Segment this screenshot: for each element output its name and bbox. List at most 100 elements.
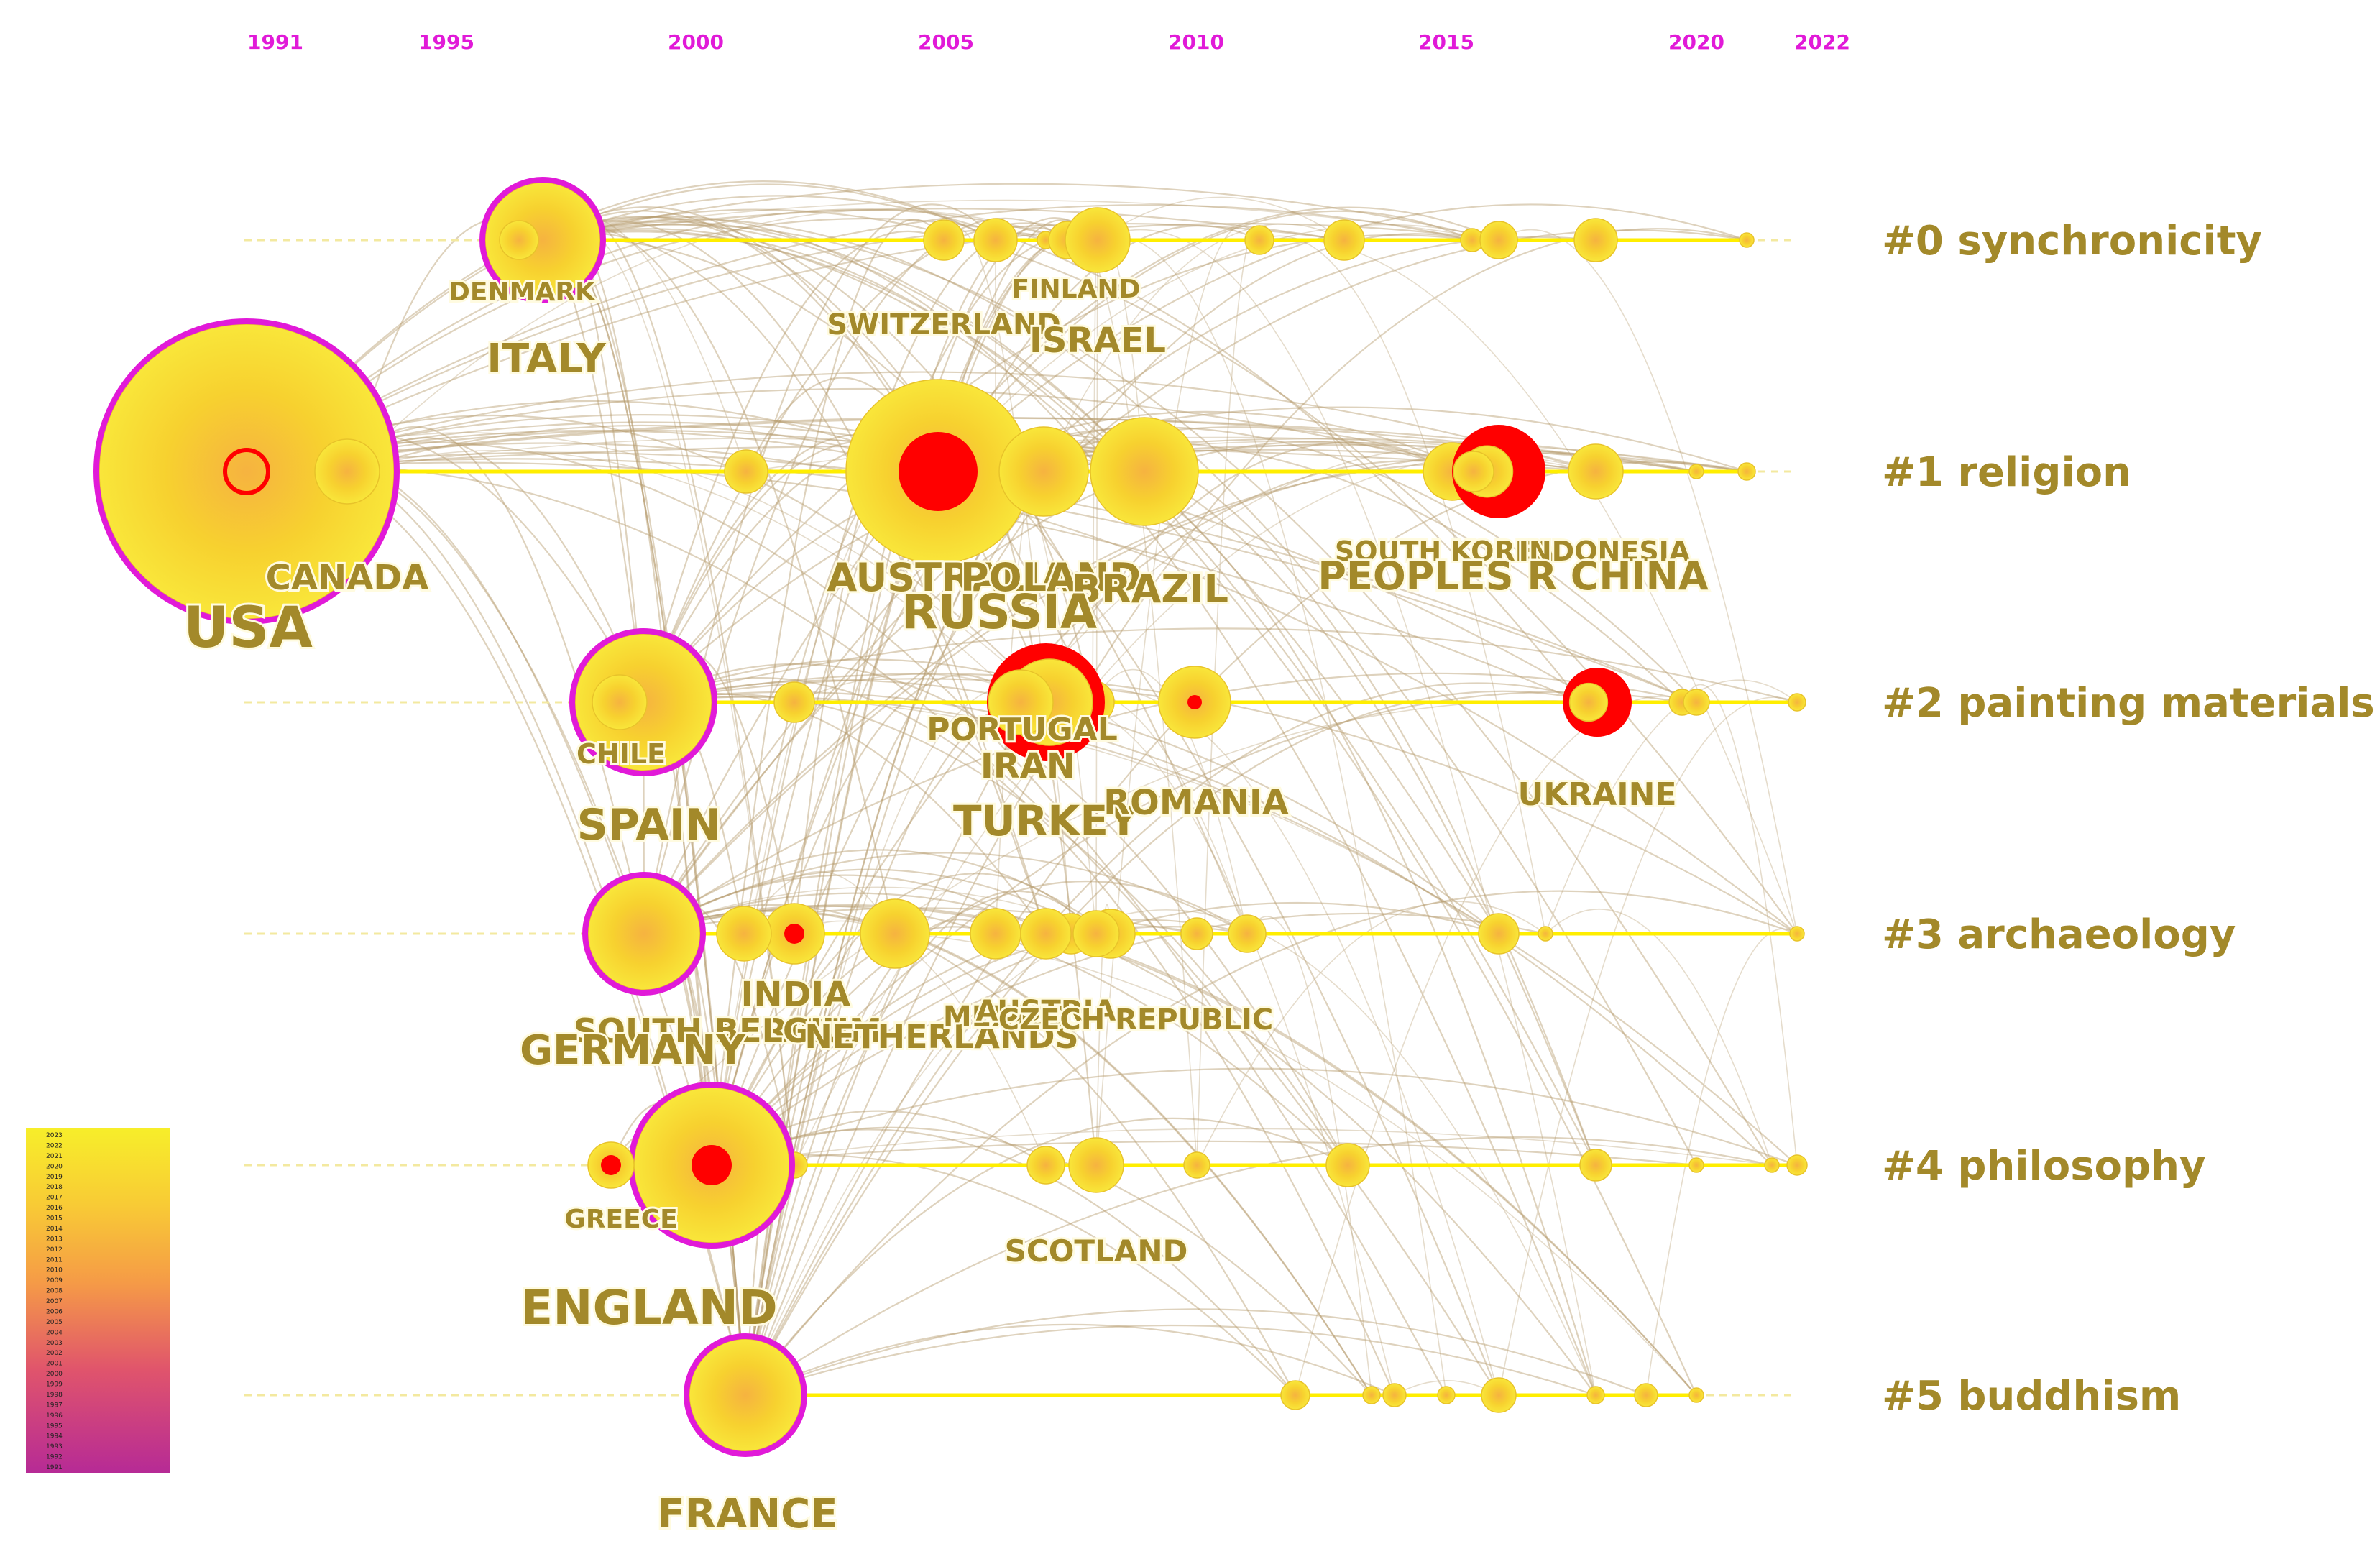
link-199 [1246, 916, 1372, 1396]
node-brazil[interactable] [1090, 417, 1199, 526]
node-czech-republic[interactable] [1228, 914, 1267, 953]
node-austria[interactable] [1072, 910, 1120, 957]
node-chile[interactable] [592, 674, 648, 730]
burst-core-usa [223, 448, 270, 495]
node-minor-4[interactable] [1573, 218, 1618, 262]
node-minor-11[interactable] [1737, 462, 1756, 481]
node-minor-32[interactable] [1280, 1380, 1310, 1410]
node-minor-35[interactable] [1437, 1386, 1456, 1404]
link-109 [711, 1128, 1296, 1396]
link-53 [643, 627, 1798, 704]
node-germany[interactable] [587, 877, 701, 990]
link-138 [744, 919, 996, 1396]
node-switzerland[interactable] [923, 219, 965, 261]
node-minor-21[interactable] [1538, 926, 1553, 942]
node-minor-20[interactable] [1478, 913, 1520, 955]
cluster-labels: #0 synchronicity #1 religion #2 painting m… [1882, 218, 2375, 1420]
country-label-greece: GREECE [564, 1205, 677, 1234]
node-belgium[interactable] [860, 898, 930, 969]
node-france[interactable] [689, 1338, 802, 1452]
burst-core-india [784, 924, 804, 944]
link-86 [643, 849, 1111, 934]
link-78 [643, 868, 1097, 934]
link-38 [542, 218, 1697, 1166]
link-210 [1545, 908, 1773, 1166]
legend-tick-2017: 2017 [46, 1195, 63, 1202]
node-mexico[interactable] [1020, 908, 1072, 960]
link-16 [246, 371, 1596, 473]
link-230 [1196, 901, 1546, 1166]
node-minor-19[interactable] [1180, 917, 1213, 950]
node-minor-31[interactable] [1786, 1154, 1808, 1176]
node-minor-36[interactable] [1481, 1377, 1517, 1413]
node-minor-27[interactable] [1325, 1143, 1370, 1187]
node-minor-29[interactable] [1688, 1157, 1704, 1173]
legend-tick-2020: 2020 [46, 1163, 63, 1170]
link-71 [643, 677, 1396, 1396]
link-200 [711, 1128, 1773, 1166]
link-192 [610, 700, 1598, 1166]
legend-tick-2014: 2014 [46, 1226, 63, 1233]
node-minor-22[interactable] [1789, 926, 1805, 942]
link-152 [745, 1308, 1647, 1397]
legend-tick-2007: 2007 [46, 1298, 63, 1305]
country-label-indonesia: INDONESIA [1519, 535, 1691, 567]
country-label-canada: CANADA [266, 558, 429, 598]
link-43 [542, 231, 1499, 934]
node-minor-17[interactable] [1788, 693, 1806, 712]
node-inner-ukraine[interactable] [1568, 682, 1609, 722]
node-minor-16[interactable] [1683, 689, 1710, 716]
node-finland[interactable] [973, 218, 1018, 262]
country-label-switzerland: SWITZERLAND [827, 308, 1060, 341]
node-minor-1[interactable] [1323, 219, 1365, 261]
link-194 [518, 199, 1499, 241]
burst-core-romania [1187, 695, 1202, 709]
country-label-scotland: SCOTLAND [1005, 1233, 1188, 1269]
year-label-2010: 2010 [1168, 30, 1224, 54]
legend-tick-1997: 1997 [46, 1402, 63, 1409]
node-minor-25[interactable] [1026, 1146, 1065, 1185]
link-218 [1681, 684, 1798, 1166]
cluster-label-5: #5 buddhism [1882, 1373, 2181, 1420]
node-minor-5[interactable] [1739, 232, 1755, 248]
node-minor-34[interactable] [1382, 1383, 1407, 1407]
node-poland[interactable] [998, 426, 1089, 517]
year-label-1991: 1991 [247, 30, 303, 54]
node-canada[interactable] [314, 438, 380, 505]
node-minor-37[interactable] [1586, 1386, 1605, 1404]
node-denmark[interactable] [499, 220, 539, 260]
country-nodes [93, 177, 1808, 1457]
link-3 [246, 183, 996, 472]
node-south-korea[interactable] [1453, 451, 1494, 492]
node-minor-28[interactable] [1579, 1149, 1612, 1182]
node-netherlands[interactable] [970, 908, 1021, 960]
node-minor-12[interactable] [773, 681, 815, 723]
node-scotland[interactable] [1068, 1137, 1124, 1193]
node-minor-3[interactable] [1479, 221, 1518, 259]
node-minor-26[interactable] [1183, 1151, 1210, 1179]
legend-tick-2005: 2005 [46, 1319, 63, 1326]
country-label-chile: CHILE [576, 738, 666, 770]
node-indonesia[interactable] [1568, 443, 1624, 500]
node-minor-10[interactable] [1688, 464, 1704, 479]
node-minor-0[interactable] [1244, 225, 1274, 255]
link-188 [937, 224, 1499, 472]
node-minor-30[interactable] [1764, 1157, 1780, 1173]
link-74 [643, 696, 1798, 1166]
link-9 [246, 208, 1068, 472]
burst-core-australia [899, 432, 978, 511]
node-minor-8[interactable] [724, 449, 768, 494]
node-minor-33[interactable] [1362, 1386, 1381, 1404]
link-82 [643, 206, 1499, 934]
year-label-2022: 2022 [1794, 30, 1850, 54]
node-minor-39[interactable] [1688, 1387, 1704, 1403]
year-label-2020: 2020 [1668, 30, 1724, 54]
legend-tick-2010: 2010 [46, 1267, 63, 1274]
node-portugal[interactable] [988, 669, 1054, 735]
node-minor-38[interactable] [1634, 1383, 1658, 1407]
node-israel[interactable] [1065, 207, 1131, 273]
centrality-ring-germany [582, 872, 706, 996]
centrality-ring-usa [93, 318, 400, 625]
node-south-africa[interactable] [716, 906, 772, 962]
year-label-2005: 2005 [918, 30, 974, 54]
